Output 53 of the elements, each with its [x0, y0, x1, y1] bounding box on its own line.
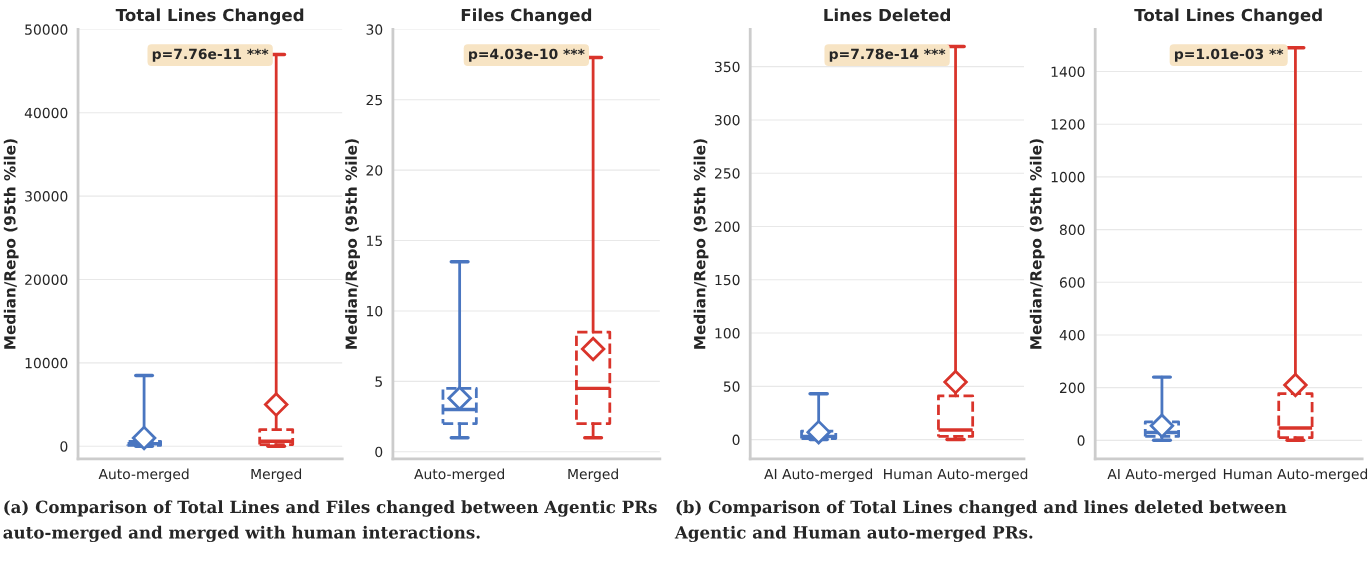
x-tick-label: Merged: [568, 468, 618, 482]
y-tick-label: 10000: [25, 357, 68, 369]
text: auto-merged and merged with human interactions.: [3, 525, 480, 543]
y-tick-label: 50: [723, 381, 740, 392]
y-tick-label: 20000: [25, 274, 68, 285]
text: (b) Comparison of Total Lines changed and lines deleted between: [676, 500, 1287, 517]
y-tick-label: 15: [367, 235, 382, 247]
x-tick-label: Merged: [251, 468, 302, 482]
y-tick-label: 800: [1059, 224, 1085, 236]
x-tick-label: Human Auto-merged: [1223, 468, 1368, 482]
y-tick-label: 30: [366, 24, 383, 35]
y-tick-label: 600: [1059, 277, 1085, 288]
y-tick-label: 150: [715, 274, 740, 286]
y-tick-label: 40000: [24, 107, 68, 119]
y-tick-label: 200: [1059, 382, 1085, 394]
y-tick-label: 1000: [1051, 171, 1085, 183]
x-tick-label: Auto-merged: [98, 468, 189, 482]
y-tick-label: 10: [367, 305, 383, 317]
chart-title: Files Changed: [461, 8, 592, 25]
y-tick-label: 250: [715, 168, 740, 179]
y-axis-title: Median/Repo (95th %ile): [3, 139, 19, 349]
x-tick-label: Human Auto-merged: [884, 468, 1028, 482]
y-tick-label: 100: [715, 328, 740, 339]
y-tick-label: 0: [1077, 435, 1085, 446]
y-tick-label: 5: [375, 376, 382, 387]
y-tick-label: 50000: [25, 24, 68, 35]
y-tick-label: 25: [366, 94, 382, 106]
x-tick-label: AI Auto-merged: [1107, 468, 1216, 482]
y-tick-label: 200: [715, 221, 740, 232]
y-axis-title: Median/Repo (95th %ile): [1029, 139, 1045, 349]
y-axis-title: Median/Repo (95th %ile): [345, 139, 360, 349]
y-tick-label: 350: [715, 61, 740, 73]
y-tick-label: 0: [60, 441, 68, 452]
y-tick-label: 300: [715, 114, 740, 126]
text: (a) Comparison of Total Lines and Files changed between Agentic PRs: [4, 500, 657, 517]
y-tick-label: 400: [1059, 329, 1085, 341]
chart-title: Lines Deleted: [824, 8, 950, 22]
y-tick-label: 30000: [25, 191, 68, 202]
y-tick-label: 0: [732, 434, 740, 446]
annotation: p=4.03e-10 ***: [469, 48, 585, 62]
y-tick-label: 0: [375, 446, 383, 458]
annotation: p=1.01e-03 **: [1174, 48, 1284, 62]
y-axis-title: Median/Repo (95th %ile): [693, 139, 709, 349]
annotation: p=7.78e-14 ***: [829, 48, 946, 62]
x-tick-label: AI Auto-merged: [764, 468, 873, 482]
y-tick-label: 20: [366, 165, 383, 176]
y-tick-label: 1400: [1051, 66, 1085, 77]
chart-title: Total Lines Changed: [1134, 8, 1322, 25]
x-tick-label: Auto-merged: [414, 468, 504, 482]
chart-title: Total Lines Changed: [115, 8, 304, 25]
text: Agentic and Human auto-merged PRs.: [674, 525, 1033, 543]
y-tick-label: 1200: [1051, 119, 1085, 130]
annotation: p=7.76e-11 ***: [152, 48, 269, 62]
